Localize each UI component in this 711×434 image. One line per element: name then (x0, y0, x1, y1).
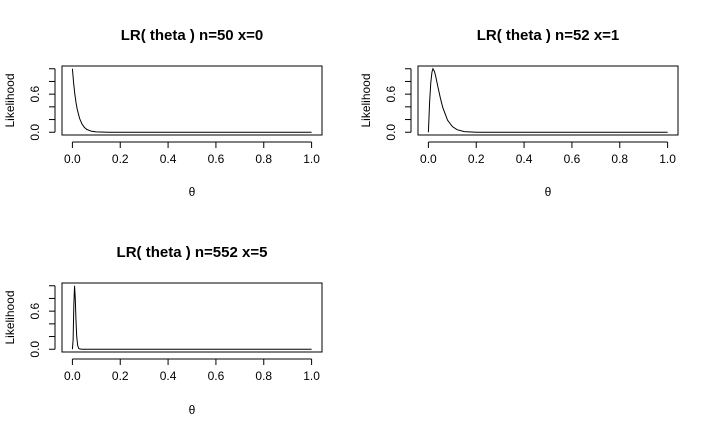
y-tick-label: 0.0 (28, 124, 42, 141)
y-tick-label: 0.6 (28, 302, 42, 319)
chart-panel-2: LR( theta ) n=52 x=1 0.0 0.2 0.4 0.6 0.8 1.0 0.… (359, 27, 679, 199)
x-tick-label: 0.8 (255, 369, 272, 383)
chart-title: LR( theta ) n=552 x=5 (117, 244, 268, 261)
x-tick-label: 0.0 (420, 152, 437, 166)
x-tick-label: 1.0 (303, 369, 320, 383)
likelihood-curve (71, 68, 312, 133)
x-tick-label: 0.4 (160, 369, 177, 383)
chart-panel-3: LR( theta ) n=552 x=5 0.0 0.2 0.4 0.6 0.8 1.0 0… (3, 244, 323, 417)
y-axis-label: Likelihood (3, 290, 17, 344)
y-tick-label: 0.0 (384, 124, 398, 141)
x-tick-label: 0.8 (255, 152, 272, 166)
likelihood-curve (427, 67, 668, 133)
x-tick-label: 0.8 (611, 152, 628, 166)
x-tick-label: 1.0 (659, 152, 676, 166)
y-axis-label: Likelihood (3, 73, 17, 127)
x-tick-label: 0.6 (564, 152, 581, 166)
x-tick-label: 0.2 (112, 369, 129, 383)
y-axis-label: Likelihood (359, 73, 373, 127)
y-tick-label: 0.6 (28, 85, 42, 102)
plot-frame (61, 282, 323, 353)
chart-title: LR( theta ) n=52 x=1 (477, 27, 620, 44)
x-tick-label: 0.2 (468, 152, 485, 166)
x-axis-label: θ (189, 185, 196, 199)
x-tick-label: 0.2 (112, 152, 129, 166)
x-tick-label: 0.6 (208, 152, 225, 166)
x-tick-label: 0.0 (64, 152, 81, 166)
x-tick-label: 0.4 (516, 152, 533, 166)
x-tick-label: 0.4 (160, 152, 177, 166)
chart-title: LR( theta ) n=50 x=0 (121, 27, 264, 44)
x-axis-label: θ (545, 185, 552, 199)
y-tick-label: 0.0 (28, 341, 42, 358)
x-tick-label: 1.0 (303, 152, 320, 166)
y-tick-label: 0.6 (384, 85, 398, 102)
chart-panel-1: LR( theta ) n=50 x=0 0.0 0.2 0.4 0.6 0.8 1.0 0.… (3, 27, 323, 199)
plot-frame (61, 65, 323, 136)
x-tick-label: 0.6 (208, 369, 225, 383)
likelihood-curve (71, 285, 312, 350)
x-tick-label: 0.0 (64, 369, 81, 383)
x-axis-label: θ (189, 403, 196, 417)
plot-frame (417, 65, 679, 136)
